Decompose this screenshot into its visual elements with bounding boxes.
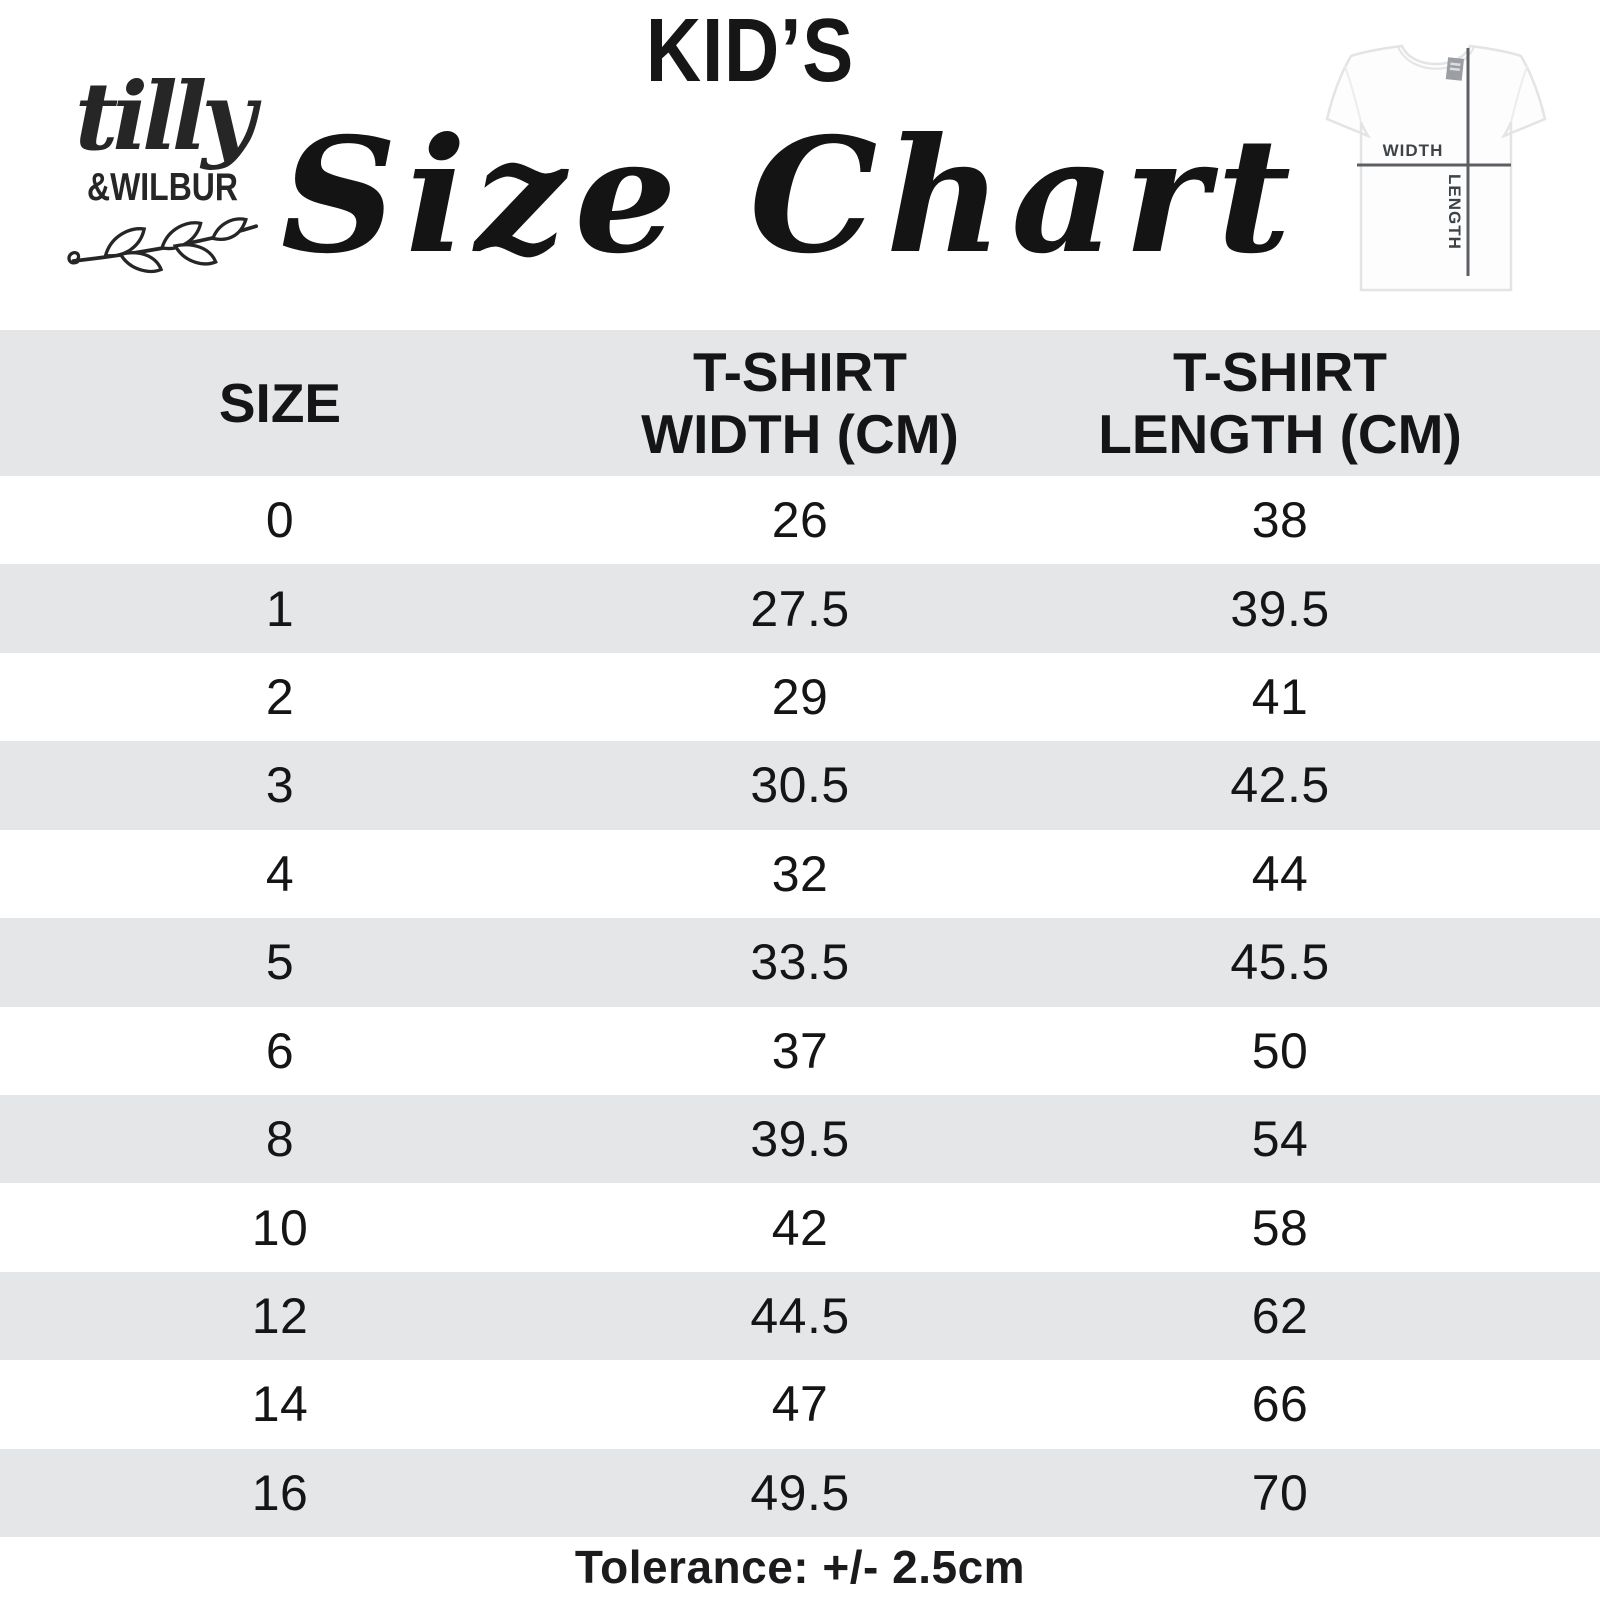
table-row: 6 37 50	[0, 1006, 1600, 1095]
size-cell: 0	[265, 492, 295, 549]
length-cell: 42.5	[1230, 757, 1330, 814]
width-cell: 47	[771, 1376, 829, 1433]
width-cell: 42	[771, 1199, 829, 1256]
size-cell: 3	[265, 757, 295, 814]
table-row: 10 42 58	[0, 1183, 1600, 1272]
length-cell: 58	[1251, 1199, 1309, 1256]
tolerance-note: Tolerance: +/- 2.5cm	[574, 1541, 1026, 1593]
length-cell: 66	[1251, 1376, 1309, 1433]
table-row: 8 39.5 54	[0, 1094, 1600, 1184]
brand-name-script: tilly	[74, 62, 256, 172]
table-row: 5 33.5 45.5	[0, 918, 1600, 1007]
width-cell: 26	[771, 492, 829, 549]
table-row: 0 26 38	[0, 476, 1600, 565]
width-cell: 39.5	[750, 1111, 850, 1168]
laurel-branch-icon	[55, 213, 270, 282]
tshirt-diagram: WIDTH LENGTH	[1283, 28, 1555, 304]
length-cell: 39.5	[1230, 580, 1330, 637]
column-header-width: T-SHIRT WIDTH (CM)	[641, 341, 959, 465]
page-kicker: KID’S	[645, 1, 855, 101]
width-cell: 30.5	[750, 757, 850, 814]
brand-logo: tilly &WILBUR	[55, 70, 270, 282]
table-row: 4 32 44	[0, 829, 1600, 919]
size-table: SIZE T-SHIRT WIDTH (CM) T-SHIRT LENGTH (CM…	[0, 330, 1600, 1538]
size-cell: 16	[251, 1464, 309, 1521]
size-cell: 10	[251, 1199, 309, 1256]
width-cell: 33.5	[750, 934, 850, 991]
size-cell: 6	[265, 1022, 295, 1079]
size-cell: 4	[265, 845, 295, 902]
size-cell: 2	[265, 669, 295, 726]
length-cell: 62	[1251, 1288, 1309, 1344]
page-title: Size Chart	[280, 104, 1300, 289]
column-header-size: SIZE	[218, 372, 342, 434]
length-cell: 44	[1251, 845, 1309, 902]
table-row: 16 49.5 70	[0, 1448, 1600, 1538]
size-cell: 1	[265, 580, 295, 637]
length-label: LENGTH	[1445, 174, 1464, 250]
width-cell: 27.5	[750, 580, 850, 637]
width-cell: 37	[771, 1022, 829, 1079]
size-cell: 12	[251, 1288, 309, 1344]
size-cell: 5	[265, 934, 295, 991]
width-cell: 32	[771, 845, 829, 902]
length-cell: 38	[1251, 492, 1309, 549]
width-cell: 44.5	[750, 1288, 850, 1344]
width-cell: 29	[771, 669, 829, 726]
column-header-length: T-SHIRT LENGTH (CM)	[1098, 341, 1462, 465]
tshirt-image	[1325, 44, 1547, 292]
length-cell: 41	[1251, 669, 1309, 726]
length-cell: 70	[1251, 1464, 1309, 1521]
size-cell: 8	[265, 1111, 295, 1168]
width-cell: 49.5	[750, 1464, 850, 1521]
length-cell: 45.5	[1230, 934, 1330, 991]
neck-tag	[1445, 57, 1465, 81]
table-row: 3 30.5 42.5	[0, 741, 1600, 830]
length-cell: 54	[1251, 1111, 1309, 1168]
table-row: 14 47 66	[0, 1360, 1600, 1449]
table-row: 2 29 41	[0, 652, 1600, 742]
table-row: 12 44.5 62	[0, 1271, 1600, 1361]
length-cell: 50	[1251, 1022, 1309, 1079]
brand-name-caps: &WILBUR	[86, 166, 238, 209]
size-cell: 14	[251, 1376, 309, 1433]
table-header-row: SIZE T-SHIRT WIDTH (CM) T-SHIRT LENGTH (CM…	[0, 330, 1600, 476]
width-label: WIDTH	[1383, 141, 1444, 160]
table-row: 1 27.5 39.5	[0, 564, 1600, 653]
